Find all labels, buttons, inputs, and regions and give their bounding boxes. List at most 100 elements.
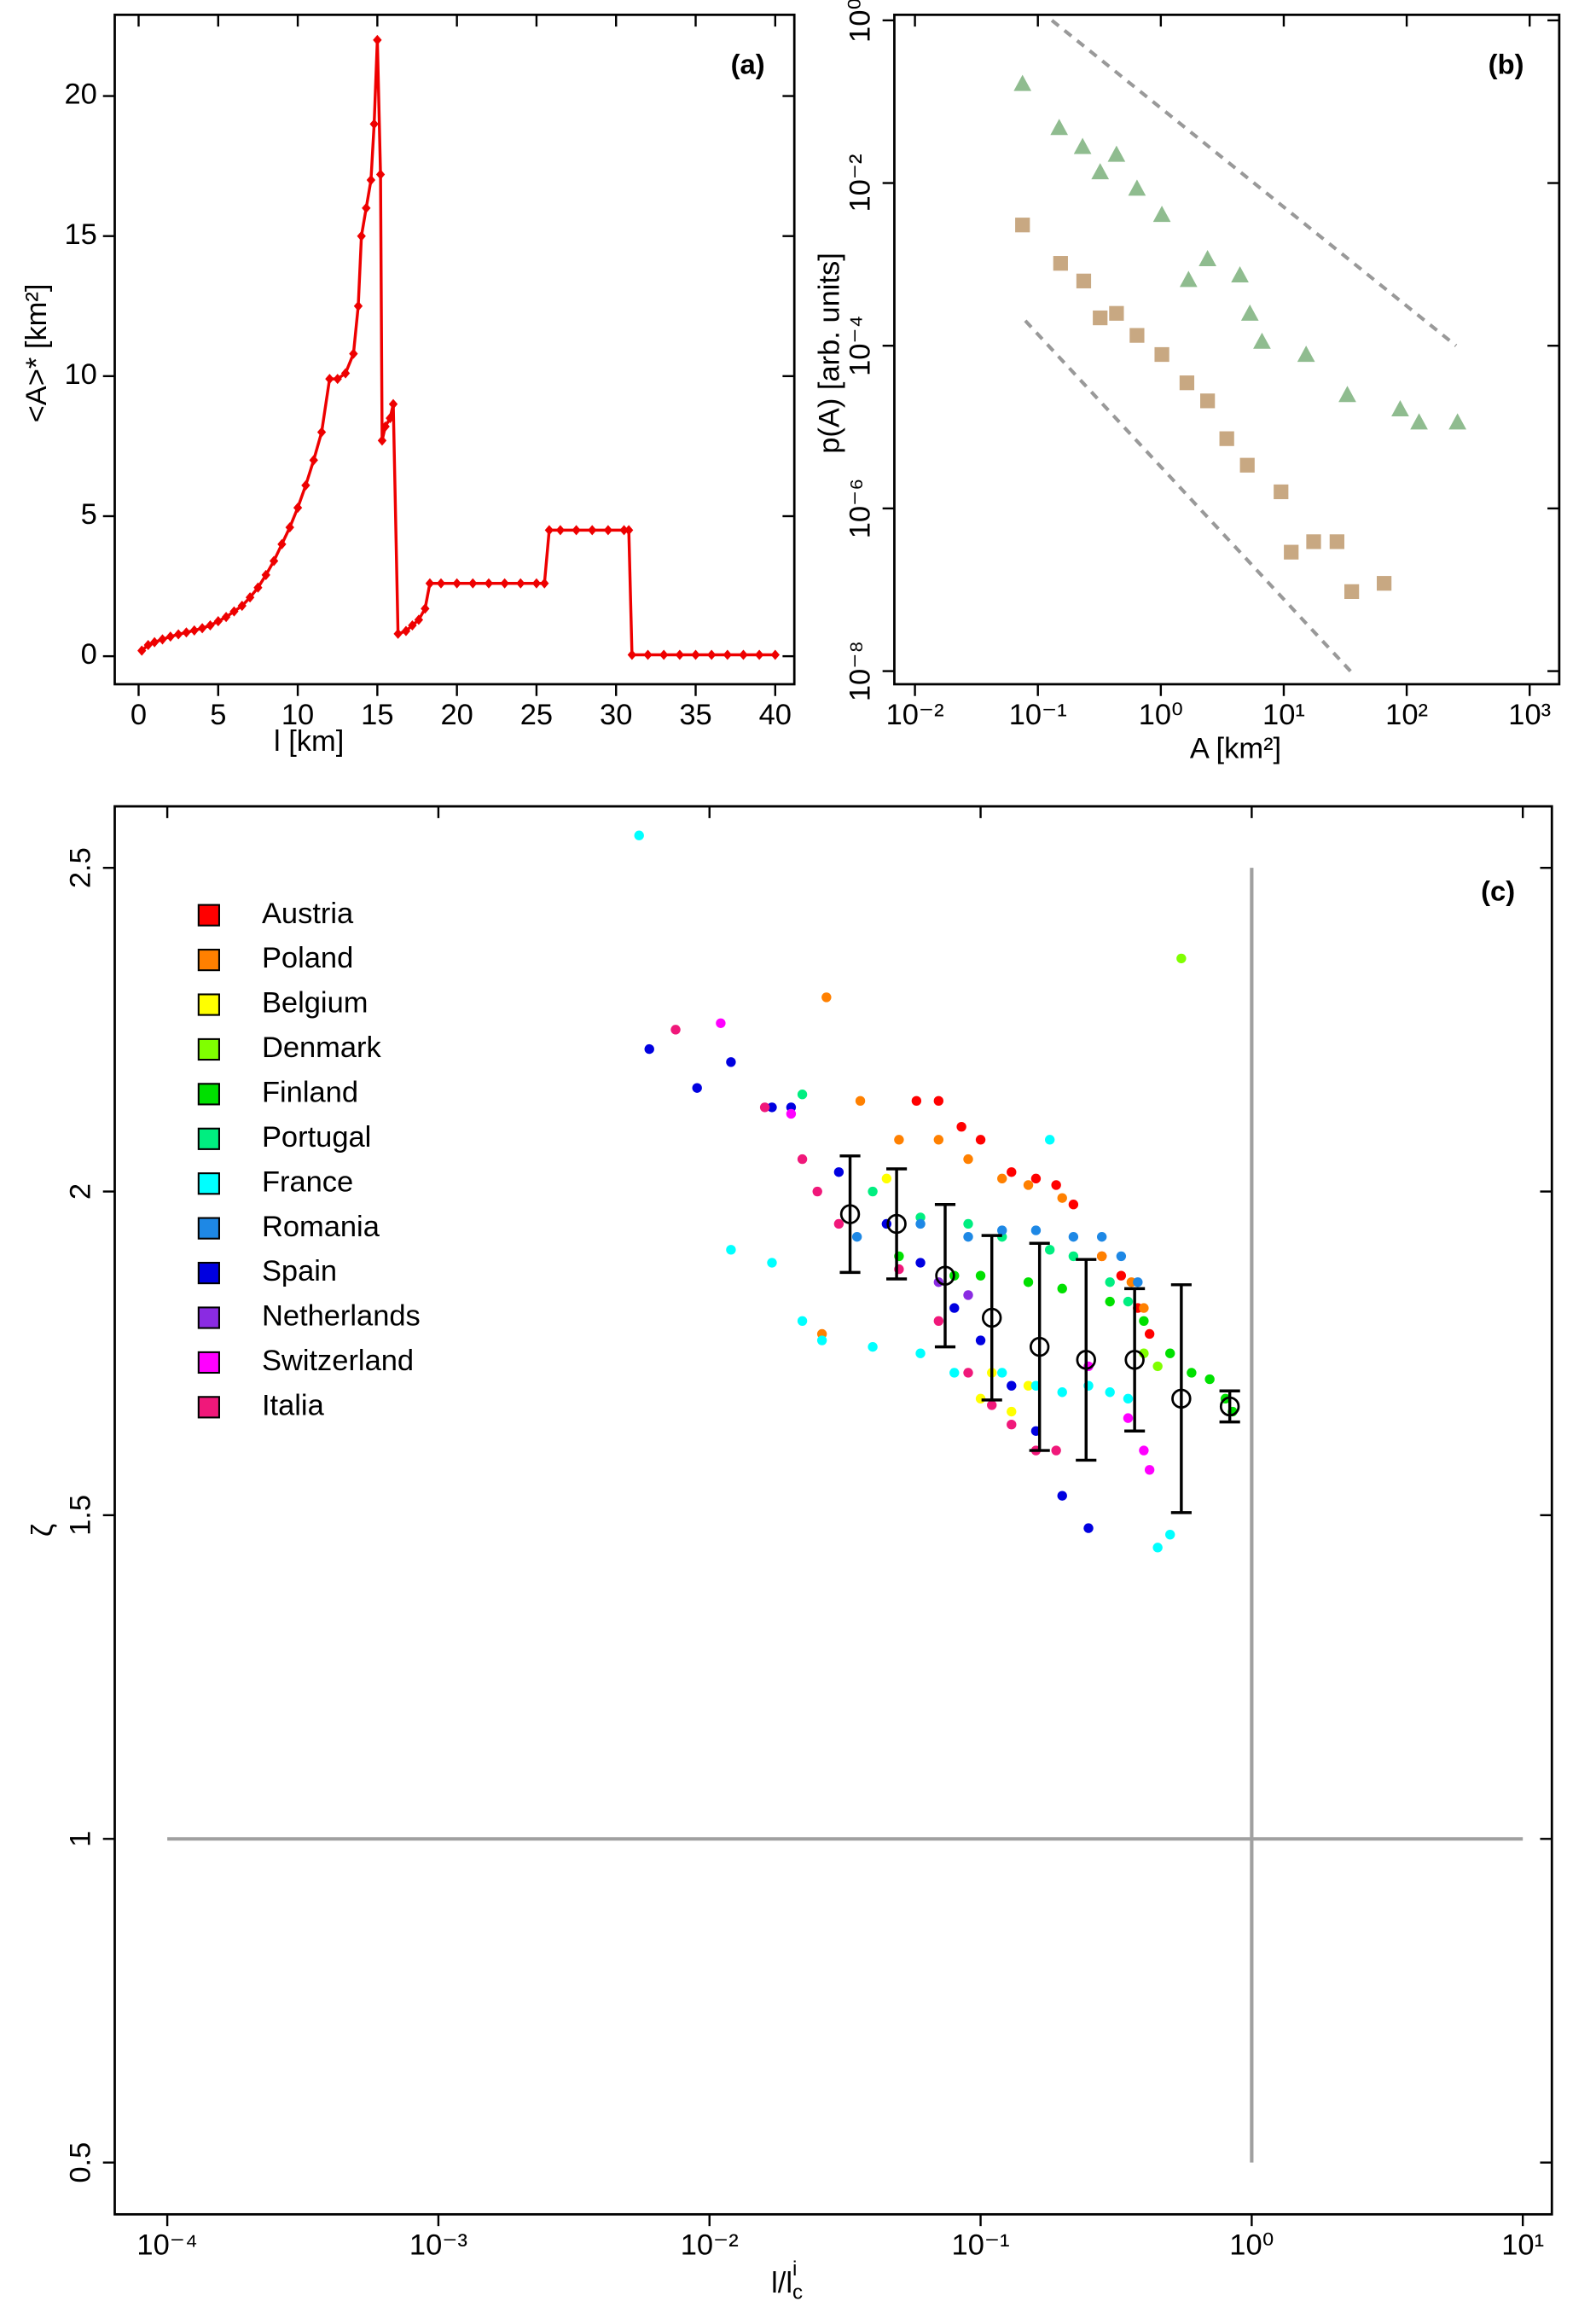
point: [1144, 1465, 1155, 1475]
legend-label: Spain: [262, 1255, 337, 1287]
point: [1073, 137, 1092, 154]
point: [285, 522, 294, 533]
point: [1030, 1173, 1042, 1184]
point: [353, 300, 363, 311]
point: [325, 374, 334, 385]
point: [933, 1135, 944, 1145]
point: [401, 625, 411, 636]
point: [1376, 576, 1392, 591]
point: [868, 1341, 878, 1352]
point: [229, 606, 239, 617]
x-tick-label: 10⁰: [1139, 699, 1183, 731]
point: [1128, 179, 1146, 196]
point: [1051, 1180, 1061, 1190]
point: [624, 525, 634, 536]
y-axis-label: ζ: [26, 1524, 59, 1537]
point: [1152, 1361, 1163, 1372]
point: [1030, 1225, 1042, 1235]
y-tick-label: 1.5: [65, 1495, 97, 1536]
point: [1007, 1380, 1017, 1391]
point: [1123, 1413, 1134, 1423]
x-tick-label: 25: [520, 699, 553, 731]
point: [1105, 1296, 1115, 1307]
y-tick-label: 20: [64, 78, 96, 111]
point: [1007, 1167, 1017, 1177]
plot-frame: [113, 13, 796, 686]
point: [1057, 1193, 1067, 1203]
legend-swatch: [197, 1396, 220, 1419]
point: [1096, 1231, 1107, 1242]
y-tick-label: 10⁰: [844, 0, 877, 43]
point: [1152, 1543, 1163, 1553]
point: [933, 1095, 944, 1107]
point: [189, 625, 199, 636]
panel-label: (c): [1481, 875, 1515, 906]
point: [675, 649, 685, 660]
x-label-sub: c: [792, 2281, 803, 2304]
x-axis-label: l [km]: [274, 725, 344, 758]
legend-label: Italia: [262, 1389, 325, 1421]
point: [1116, 1251, 1127, 1262]
x-tick-label: 10⁻²: [681, 2229, 739, 2261]
point: [1219, 431, 1234, 446]
error-bar: [1029, 1241, 1050, 1452]
point: [881, 1218, 892, 1229]
error-bar: [1219, 1389, 1240, 1424]
point: [1057, 1283, 1067, 1294]
point: [619, 525, 629, 536]
point: [421, 603, 430, 614]
point: [1391, 399, 1409, 416]
point: [1338, 386, 1356, 403]
point: [706, 649, 717, 660]
point: [425, 578, 435, 589]
x-label-sup: i: [792, 2258, 797, 2281]
point: [1123, 1296, 1134, 1307]
point: [1329, 534, 1344, 549]
point: [1179, 375, 1195, 391]
point: [414, 614, 424, 625]
mean-point: [1219, 1396, 1240, 1417]
point: [468, 578, 478, 589]
point: [634, 830, 644, 840]
legend-swatch: [197, 1083, 220, 1106]
plot-frame: [113, 805, 1553, 2216]
point: [349, 348, 358, 359]
legend-label: Switzerland: [262, 1345, 414, 1377]
point: [408, 619, 417, 631]
point: [1133, 1277, 1143, 1287]
point: [723, 649, 732, 660]
mean-point: [886, 1213, 907, 1235]
mean-point: [839, 1204, 861, 1224]
point: [206, 619, 215, 631]
y-tick-label: 10⁻⁶: [844, 479, 877, 539]
point: [380, 421, 390, 432]
point: [997, 1368, 1007, 1378]
y-tick-label: 10: [64, 358, 96, 391]
point: [1139, 1445, 1149, 1456]
error-bar: [1124, 1287, 1146, 1433]
point: [158, 634, 167, 645]
panel-label: (a): [731, 48, 765, 79]
legend-label: France: [262, 1165, 353, 1198]
mean-point: [1171, 1388, 1192, 1409]
point: [1105, 1387, 1115, 1398]
x-tick-label: 20: [440, 699, 473, 731]
legend-swatch: [197, 1261, 220, 1285]
point: [373, 34, 382, 45]
point: [975, 1270, 986, 1281]
point: [1007, 1406, 1017, 1417]
point: [500, 578, 509, 589]
point: [245, 592, 255, 603]
x-tick-label: 10³: [1508, 699, 1551, 731]
point: [1152, 206, 1171, 223]
y-tick-label: 5: [81, 498, 97, 531]
point: [767, 1258, 777, 1268]
legend-swatch: [197, 1306, 220, 1329]
x-axis-label: l/lci: [771, 2258, 803, 2304]
reference-line: [1050, 19, 1458, 347]
y-tick-label: 10⁻⁸: [844, 641, 877, 701]
point: [627, 649, 637, 660]
point: [949, 1303, 960, 1313]
mean-point: [1124, 1350, 1145, 1370]
